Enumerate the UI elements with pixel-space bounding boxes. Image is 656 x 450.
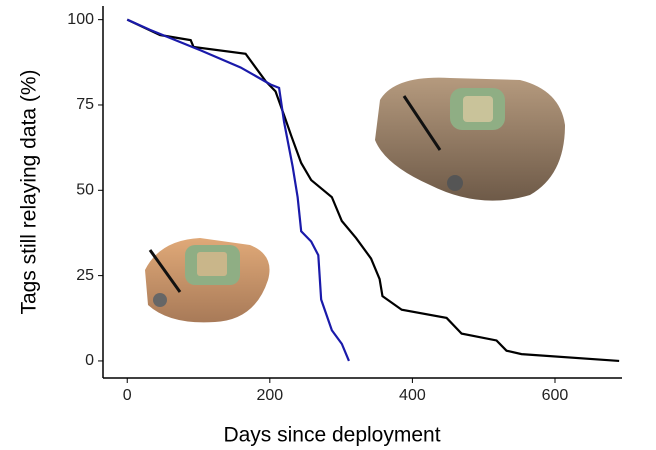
y-tick-label: 100	[67, 11, 94, 28]
y-tick-label: 50	[76, 182, 94, 199]
y-axis-title: Tags still relaying data (%)	[18, 69, 41, 314]
x-tick-label: 600	[542, 387, 569, 404]
x-tick-label: 200	[256, 387, 283, 404]
tag-image-large	[375, 77, 565, 201]
y-tick-label: 75	[76, 96, 94, 113]
tag-image-small	[145, 238, 270, 323]
x-tick-label: 0	[123, 387, 132, 404]
x-tick-label: 400	[399, 387, 426, 404]
series-line	[126, 18, 350, 362]
x-axis-title: Days since deployment	[223, 424, 440, 447]
y-tick-label: 0	[85, 352, 94, 369]
series-line	[126, 18, 620, 363]
y-tick-label: 25	[76, 267, 94, 284]
